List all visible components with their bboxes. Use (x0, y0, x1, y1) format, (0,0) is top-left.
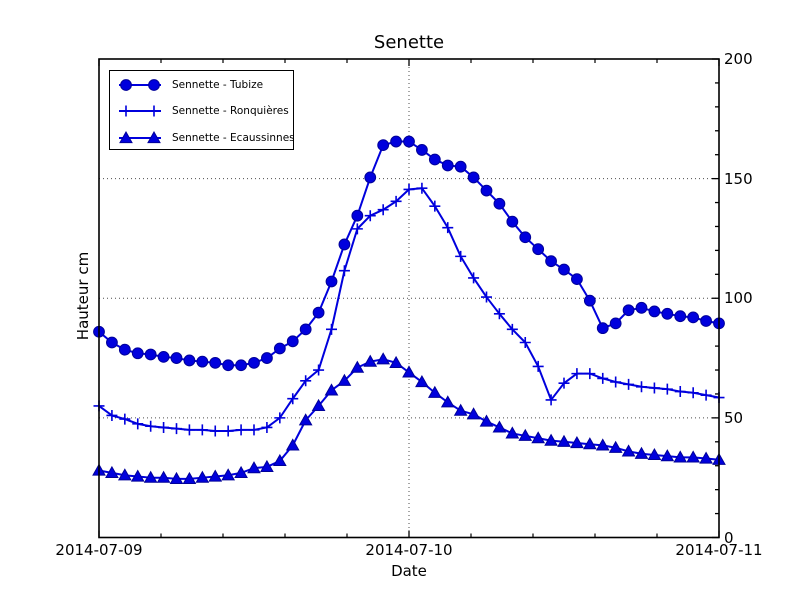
legend-label: Sennette - Ecaussinnes (172, 132, 295, 144)
y-tick-label: 100 (724, 289, 753, 308)
x-tick-label: 2014-07-09 (55, 541, 143, 559)
line-triangle-marker-icon (119, 130, 161, 144)
y-tick-label: 50 (724, 408, 744, 427)
chart-title: Senette (373, 32, 445, 53)
legend-item-tubize: Sennette - Tubize (110, 75, 293, 95)
x-tick-label: 2014-07-11 (675, 541, 763, 559)
line-circle-marker-icon (119, 79, 161, 91)
y-tick-label: 200 (724, 50, 753, 68)
legend: Sennette - Tubize Sennette - Ronquières … (109, 70, 295, 150)
y-tick-label: 150 (724, 169, 753, 188)
x-tick-label: 2014-07-10 (365, 541, 453, 559)
series-tubize (93, 135, 725, 372)
y-tick-label: 0 (724, 528, 734, 547)
line-plus-marker-icon (119, 105, 161, 117)
legend-label: Sennette - Ronquières (172, 105, 289, 117)
legend-item-ecaussinnes: Sennette - Ecaussinnes (110, 128, 295, 148)
legend-item-ronquieres: Sennette - Ronquières (110, 101, 293, 121)
legend-label: Sennette - Tubize (172, 79, 264, 91)
x-axis-label: Date (391, 562, 427, 580)
series-ecaussinnes (92, 352, 726, 484)
